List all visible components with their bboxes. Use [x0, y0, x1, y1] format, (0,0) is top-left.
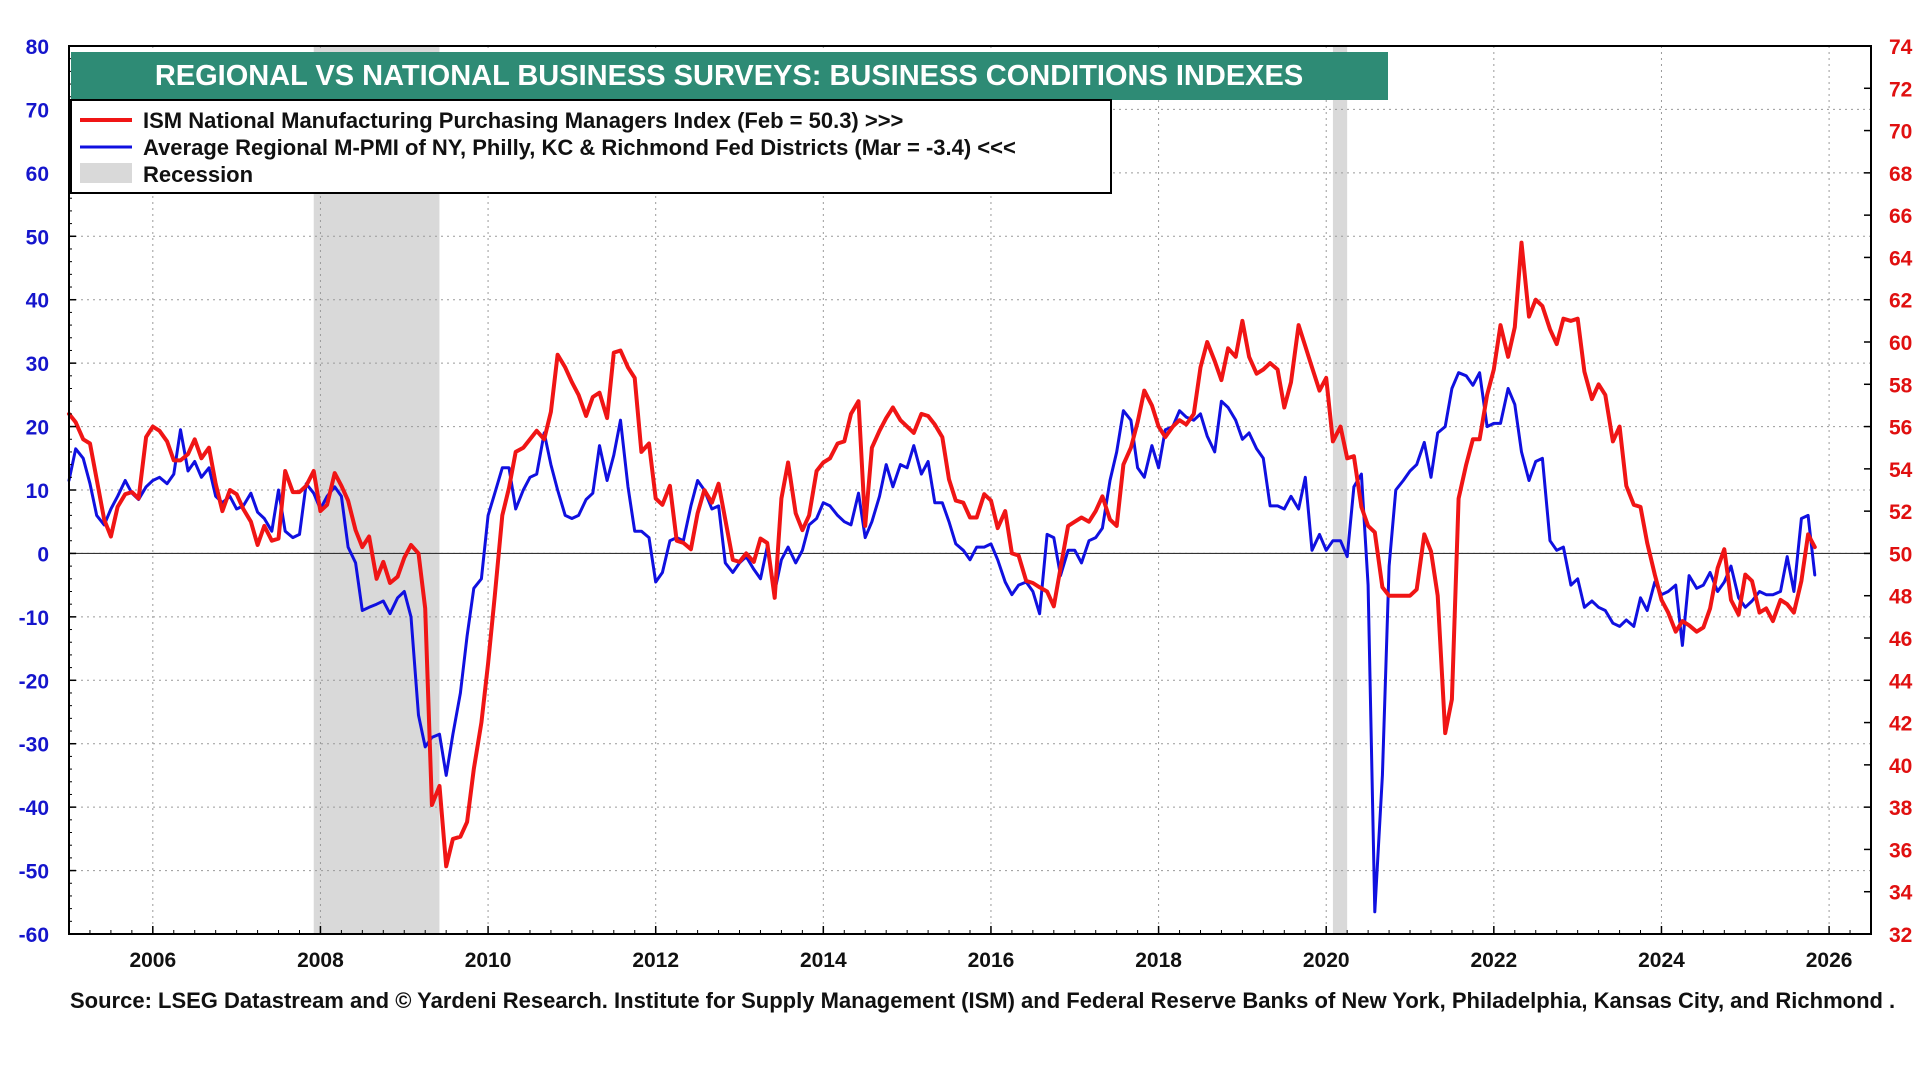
right-tick-label: 36 [1889, 839, 1912, 862]
x-tick-label: 2020 [1303, 949, 1350, 972]
left-tick-label: 0 [37, 543, 49, 566]
right-tick-label: 66 [1889, 205, 1912, 228]
x-tick-label: 2016 [968, 949, 1015, 972]
x-tick-label: 2008 [297, 949, 344, 972]
left-tick-label: 70 [26, 99, 49, 122]
recession-band-1 [1332, 46, 1348, 934]
x-tick-label: 2012 [632, 949, 679, 972]
legend-swatch-recession [80, 163, 132, 183]
x-tick-label: 2014 [800, 949, 847, 972]
right-tick-label: 56 [1889, 417, 1912, 440]
left-tick-label: -50 [19, 861, 49, 884]
right-tick-label: 58 [1889, 374, 1913, 397]
legend-box [70, 99, 1112, 194]
x-tick-label: 2026 [1806, 949, 1853, 972]
chart-title: REGIONAL VS NATIONAL BUSINESS SURVEYS: B… [155, 60, 1303, 92]
series-line-ism [67, 240, 1817, 869]
x-tick-label: 2006 [129, 949, 176, 972]
right-tick-label: 64 [1889, 247, 1913, 270]
right-tick-label: 32 [1889, 924, 1912, 947]
right-tick-label: 52 [1889, 501, 1912, 524]
right-tick-label: 42 [1889, 713, 1912, 736]
left-tick-label: -20 [19, 670, 49, 693]
right-tick-label: 50 [1889, 543, 1912, 566]
x-tick-label: 2024 [1638, 949, 1685, 972]
left-tick-label: -30 [19, 734, 49, 757]
right-tick-label: 68 [1889, 163, 1913, 186]
left-tick-label: 50 [26, 226, 49, 249]
left-axis-ticks: -60 -50 -40 -30 -20 -10 0 10 20 30 40 50 60 70 80 [19, 36, 76, 947]
x-tick-label: 2010 [465, 949, 512, 972]
right-tick-label: 60 [1889, 332, 1912, 355]
source-note: Source: LSEG Datastream and © Yardeni Re… [70, 988, 1896, 1013]
series-lines [67, 240, 1817, 914]
right-tick-label: 34 [1889, 882, 1913, 905]
legend-label-recession: Recession [143, 162, 253, 187]
legend-label-ism: ISM National Manufacturing Purchasing Ma… [143, 108, 903, 133]
left-tick-label: 30 [26, 353, 49, 376]
right-tick-label: 72 [1889, 78, 1912, 101]
right-tick-label: 38 [1889, 797, 1913, 820]
left-tick-label: 60 [26, 163, 49, 186]
title-banner [71, 52, 1388, 100]
series-line-regional [67, 371, 1817, 914]
left-tick-label: 10 [26, 480, 49, 503]
left-tick-label: 80 [26, 36, 49, 59]
x-tick-label: 2018 [1135, 949, 1182, 972]
left-tick-label: -10 [19, 607, 49, 630]
left-tick-label: -40 [19, 797, 49, 820]
left-tick-label: 40 [26, 290, 49, 313]
right-tick-label: 70 [1889, 121, 1912, 144]
right-tick-label: 48 [1889, 586, 1913, 609]
right-tick-label: 54 [1889, 459, 1913, 482]
right-tick-label: 62 [1889, 290, 1912, 313]
legend-label-regional: Average Regional M-PMI of NY, Philly, KC… [143, 135, 1016, 160]
right-axis-ticks: 32 34 36 38 40 42 44 46 48 50 52 54 56 58 60 62 64 66 68 70… [1864, 36, 1913, 947]
right-tick-label: 44 [1889, 670, 1913, 693]
left-tick-label: 20 [26, 417, 49, 440]
x-tick-label: 2022 [1470, 949, 1517, 972]
left-tick-label: -60 [19, 924, 49, 947]
legend: ISM National Manufacturing Purchasing Ma… [70, 99, 1112, 194]
right-tick-label: 74 [1889, 36, 1913, 59]
right-tick-label: 40 [1889, 755, 1912, 778]
right-tick-label: 46 [1889, 628, 1912, 651]
x-axis-ticks: 2006 2008 2010 2012 2014 2016 2018 2020 2022 2024… [68, 926, 1872, 972]
